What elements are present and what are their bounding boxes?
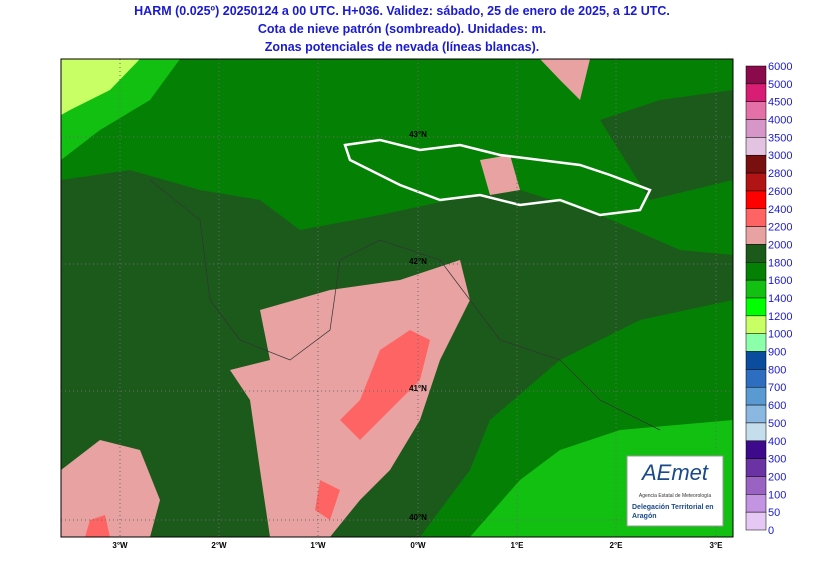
colorbar-label: 3000 xyxy=(768,150,792,162)
colorbar-label: 1000 xyxy=(768,329,792,341)
colorbar-label: 700 xyxy=(768,382,786,394)
colorbar-swatch xyxy=(745,244,767,263)
colorbar-label: 2200 xyxy=(768,222,792,234)
colorbar-swatch xyxy=(745,404,767,424)
colorbar-swatch xyxy=(745,315,767,334)
colorbar-swatch xyxy=(745,494,767,513)
colorbar-label: 2800 xyxy=(768,168,792,180)
colorbar-swatch xyxy=(745,440,767,459)
colorbar-label: 100 xyxy=(768,489,786,501)
title-line: HARM (0.025º) 20250124 a 00 UTC. H+036. … xyxy=(134,4,670,18)
colorbar-swatch xyxy=(745,226,767,245)
colorbar-label: 900 xyxy=(768,347,786,359)
colorbar-label: 1600 xyxy=(768,275,792,287)
title-line: Zonas potenciales de nevada (líneas blan… xyxy=(265,40,539,54)
colorbar-swatch xyxy=(745,137,767,156)
latitude-labels: 43°N 42°N 41°N 40°N xyxy=(409,130,427,522)
colorbar-swatch xyxy=(745,65,767,85)
longitude-label: 1°E xyxy=(511,541,525,550)
colorbar-label: 5000 xyxy=(768,79,792,91)
colorbar-swatch xyxy=(745,154,767,174)
colorbar-swatch xyxy=(745,101,767,120)
colorbar-swatch xyxy=(745,262,767,281)
logo-office: Delegación Territorial en Aragón xyxy=(632,504,714,520)
colorbar-swatch xyxy=(745,172,767,192)
colorbar-label: 300 xyxy=(768,454,786,466)
logo-name: AEmet xyxy=(640,460,709,485)
colorbar-swatch xyxy=(745,333,767,352)
logo-subtitle: Agencia Estatal de Meteorología xyxy=(639,493,711,499)
colorbar-swatch xyxy=(745,351,767,370)
colorbar-label: 50 xyxy=(768,507,780,519)
colorbar-swatch xyxy=(745,119,767,138)
longitude-label: 1°W xyxy=(310,541,326,550)
colorbar-swatch xyxy=(745,476,767,495)
latitude-label: 40°N xyxy=(409,513,427,522)
colorbar-swatch xyxy=(745,386,767,406)
colorbar-swatch xyxy=(745,422,767,442)
longitude-label: 3°W xyxy=(112,541,128,550)
colorbar-swatch xyxy=(745,511,767,531)
latitude-label: 41°N xyxy=(409,384,427,393)
colorbar-swatch xyxy=(745,83,767,102)
latitude-label: 42°N xyxy=(409,257,427,266)
longitude-label: 2°E xyxy=(610,541,624,550)
logo: AEmet Agencia Estatal de Meteorología De… xyxy=(626,455,724,527)
colorbar-swatch xyxy=(745,208,767,227)
colorbar-label: 600 xyxy=(768,400,786,412)
colorbar-swatch xyxy=(745,297,767,317)
colorbar-label: 800 xyxy=(768,364,786,376)
colorbar-swatch xyxy=(745,190,767,210)
longitude-label: 3°E xyxy=(710,541,724,550)
colorbar-label: 0 xyxy=(768,525,774,537)
colorbar-swatch xyxy=(745,279,767,299)
colorbar: 6000500045004000350030002800260024002200… xyxy=(745,61,792,537)
latitude-label: 43°N xyxy=(409,130,427,139)
colorbar-label: 4000 xyxy=(768,115,792,127)
colorbar-label: 1200 xyxy=(768,311,792,323)
colorbar-label: 500 xyxy=(768,418,786,430)
colorbar-swatch xyxy=(745,458,767,477)
colorbar-label: 1400 xyxy=(768,293,792,305)
map xyxy=(60,58,734,538)
colorbar-label: 400 xyxy=(768,436,786,448)
colorbar-label: 200 xyxy=(768,471,786,483)
longitude-labels: 3°W 2°W 1°W 0°W 1°E 2°E 3°E xyxy=(112,541,723,550)
colorbar-label: 2400 xyxy=(768,204,792,216)
colorbar-label: 1800 xyxy=(768,257,792,269)
colorbar-label: 2600 xyxy=(768,186,792,198)
longitude-label: 0°W xyxy=(410,541,426,550)
title-line: Cota de nieve patrón (sombreado). Unidad… xyxy=(258,22,546,36)
colorbar-swatch xyxy=(745,369,767,388)
colorbar-label: 6000 xyxy=(768,61,792,73)
colorbar-label: 2000 xyxy=(768,239,792,251)
longitude-label: 2°W xyxy=(211,541,227,550)
colorbar-label: 4500 xyxy=(768,97,792,109)
colorbar-label: 3500 xyxy=(768,132,792,144)
